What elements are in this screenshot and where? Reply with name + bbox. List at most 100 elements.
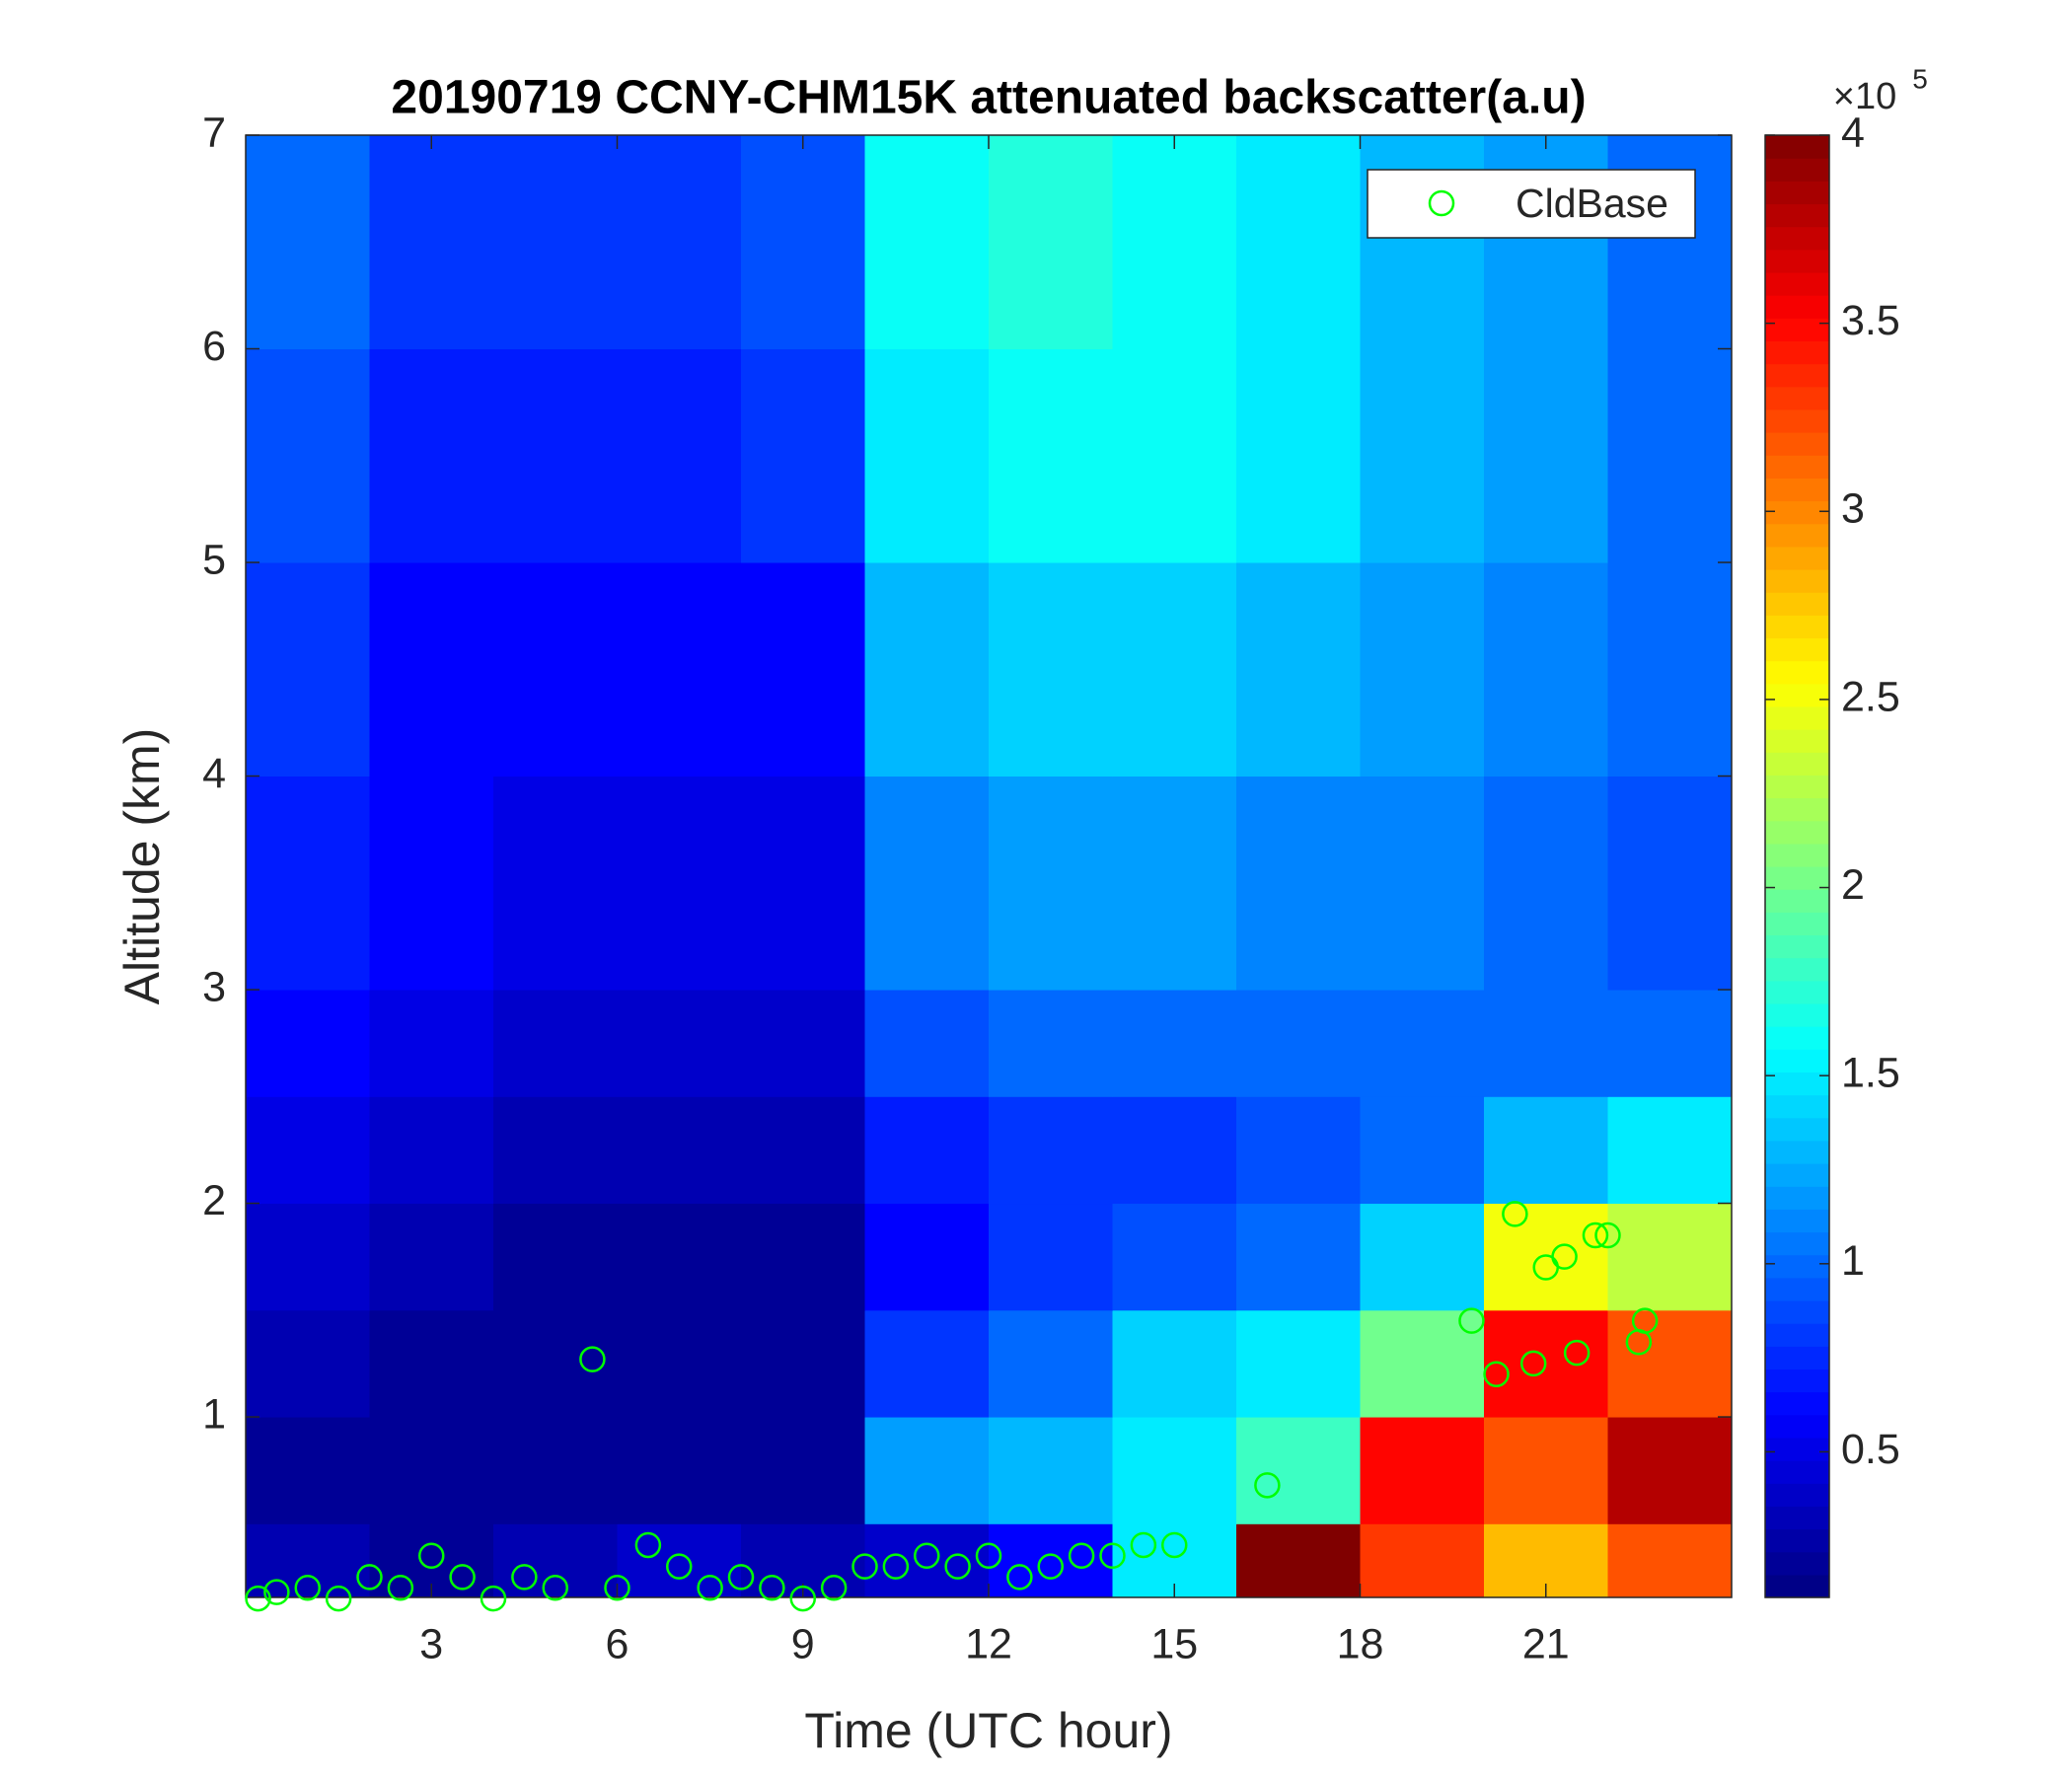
heatmap-cell <box>369 776 494 991</box>
heatmap-cell <box>1484 1096 1608 1205</box>
heatmap-cell <box>1607 776 1733 991</box>
y-tick-label: 5 <box>202 536 226 583</box>
heatmap-cell <box>1360 1096 1485 1205</box>
cloud-base-marker <box>1483 1361 1510 1387</box>
cloud-base-marker <box>1037 1553 1064 1580</box>
heatmap-cell <box>1112 348 1237 563</box>
heatmap-cell <box>369 1417 494 1524</box>
heatmap-cell <box>369 348 494 563</box>
colorbar-segment <box>1765 1094 1829 1119</box>
colorbar-segment <box>1765 1299 1829 1324</box>
heatmap-cell <box>989 990 1113 1097</box>
colorbar-segment <box>1765 1391 1829 1416</box>
colorbar-segment <box>1765 249 1829 273</box>
colorbar-tick-label: 1 <box>1841 1237 1865 1285</box>
heatmap-cell <box>1112 1417 1237 1524</box>
cloud-base-marker <box>882 1553 910 1580</box>
colorbar-segment <box>1765 1483 1829 1507</box>
colorbar-segment <box>1765 455 1829 479</box>
colorbar-segment <box>1765 1323 1829 1347</box>
heatmap-cell <box>1484 562 1608 777</box>
y-tick-label: 6 <box>202 323 226 370</box>
colorbar-tick-label: 4 <box>1841 109 1865 156</box>
heatmap-cell <box>1484 1203 1608 1311</box>
colorbar-segment <box>1765 1551 1829 1576</box>
heatmap-cell <box>1112 1309 1237 1418</box>
cloud-base-marker <box>387 1575 414 1601</box>
heatmap-cell <box>493 1309 618 1418</box>
heatmap-cell <box>741 1309 865 1418</box>
heatmap-cell <box>369 990 494 1097</box>
cloud-base-marker <box>294 1575 321 1601</box>
heatmap-cell <box>617 348 742 563</box>
cloud-base-marker <box>480 1585 507 1612</box>
heatmap-cell <box>369 1096 494 1205</box>
cloud-base-marker <box>356 1564 383 1591</box>
colorbar-segment <box>1765 386 1829 410</box>
heatmap-cell <box>864 348 990 563</box>
heatmap-cell <box>741 1417 865 1524</box>
heatmap-cell <box>741 776 865 991</box>
y-tick-label: 1 <box>202 1390 226 1438</box>
colorbar-segment <box>1765 1528 1829 1553</box>
heatmap-cell <box>1236 348 1361 563</box>
colorbar-segment <box>1765 683 1829 707</box>
heatmap-cell <box>1484 348 1608 563</box>
cloud-base-marker <box>245 1585 271 1612</box>
heatmap-cell <box>493 1417 618 1524</box>
heatmap-cell <box>493 1096 618 1205</box>
colorbar-segment <box>1765 820 1829 845</box>
heatmap-cell <box>1607 562 1733 777</box>
heatmap-cell <box>741 562 865 777</box>
heatmap-cell <box>864 990 990 1097</box>
heatmap-cell <box>864 562 990 777</box>
cloud-base-marker <box>325 1585 352 1612</box>
heatmap-cell <box>493 776 618 991</box>
colorbar-segment <box>1765 340 1829 365</box>
x-tick-label: 6 <box>606 1620 629 1667</box>
colorbar-segment <box>1765 1277 1829 1301</box>
heatmap-cell <box>246 776 370 991</box>
heatmap-cell <box>1236 776 1361 991</box>
heatmap-cell <box>741 348 865 563</box>
colorbar-segment <box>1765 843 1829 867</box>
heatmap-cell <box>1360 1309 1485 1418</box>
heatmap-cell <box>1112 1096 1237 1205</box>
heatmap-cell <box>1484 776 1608 991</box>
heatmap-cell <box>741 1203 865 1311</box>
heatmap-cell <box>864 135 990 350</box>
colorbar-multiplier: ×10 <box>1833 76 1896 117</box>
heatmap-cell <box>989 562 1113 777</box>
heatmap-cell <box>1360 348 1485 563</box>
heatmap-cell <box>246 1203 370 1311</box>
heatmap-cell <box>369 135 494 350</box>
colorbar-segment <box>1765 1460 1829 1484</box>
colorbar-segment <box>1765 500 1829 525</box>
heatmap-cell <box>1360 1417 1485 1524</box>
colorbar-segment <box>1765 1072 1829 1096</box>
colorbar-segment <box>1765 615 1829 639</box>
heatmap-cell <box>1607 1096 1733 1205</box>
heatmap-cell <box>246 990 370 1097</box>
cloud-base-marker <box>1254 1472 1281 1499</box>
colorbar-segment <box>1765 1140 1829 1164</box>
colorbar-segment <box>1765 295 1829 319</box>
cloud-base-marker <box>914 1542 940 1570</box>
heatmap-cell <box>1360 562 1485 777</box>
cloud-base-marker <box>1099 1542 1126 1570</box>
heatmap-cell <box>617 135 742 350</box>
colorbar-tick-label: 3.5 <box>1841 297 1900 344</box>
heatmap-cell <box>1484 135 1608 350</box>
heatmap-cell <box>1112 990 1237 1097</box>
cloud-base-marker <box>1502 1201 1528 1227</box>
colorbar-segment <box>1765 705 1829 730</box>
colorbar-segment <box>1765 318 1829 342</box>
heatmap-cell <box>864 1417 990 1524</box>
cloud-base-marker <box>449 1564 476 1591</box>
cloud-base-marker <box>1631 1307 1659 1334</box>
colorbar-segment <box>1765 181 1829 205</box>
colorbar-segment <box>1765 1026 1829 1050</box>
colorbar-segment <box>1765 980 1829 1004</box>
heatmap-cell <box>1360 990 1485 1097</box>
colorbar-segment <box>1765 889 1829 913</box>
